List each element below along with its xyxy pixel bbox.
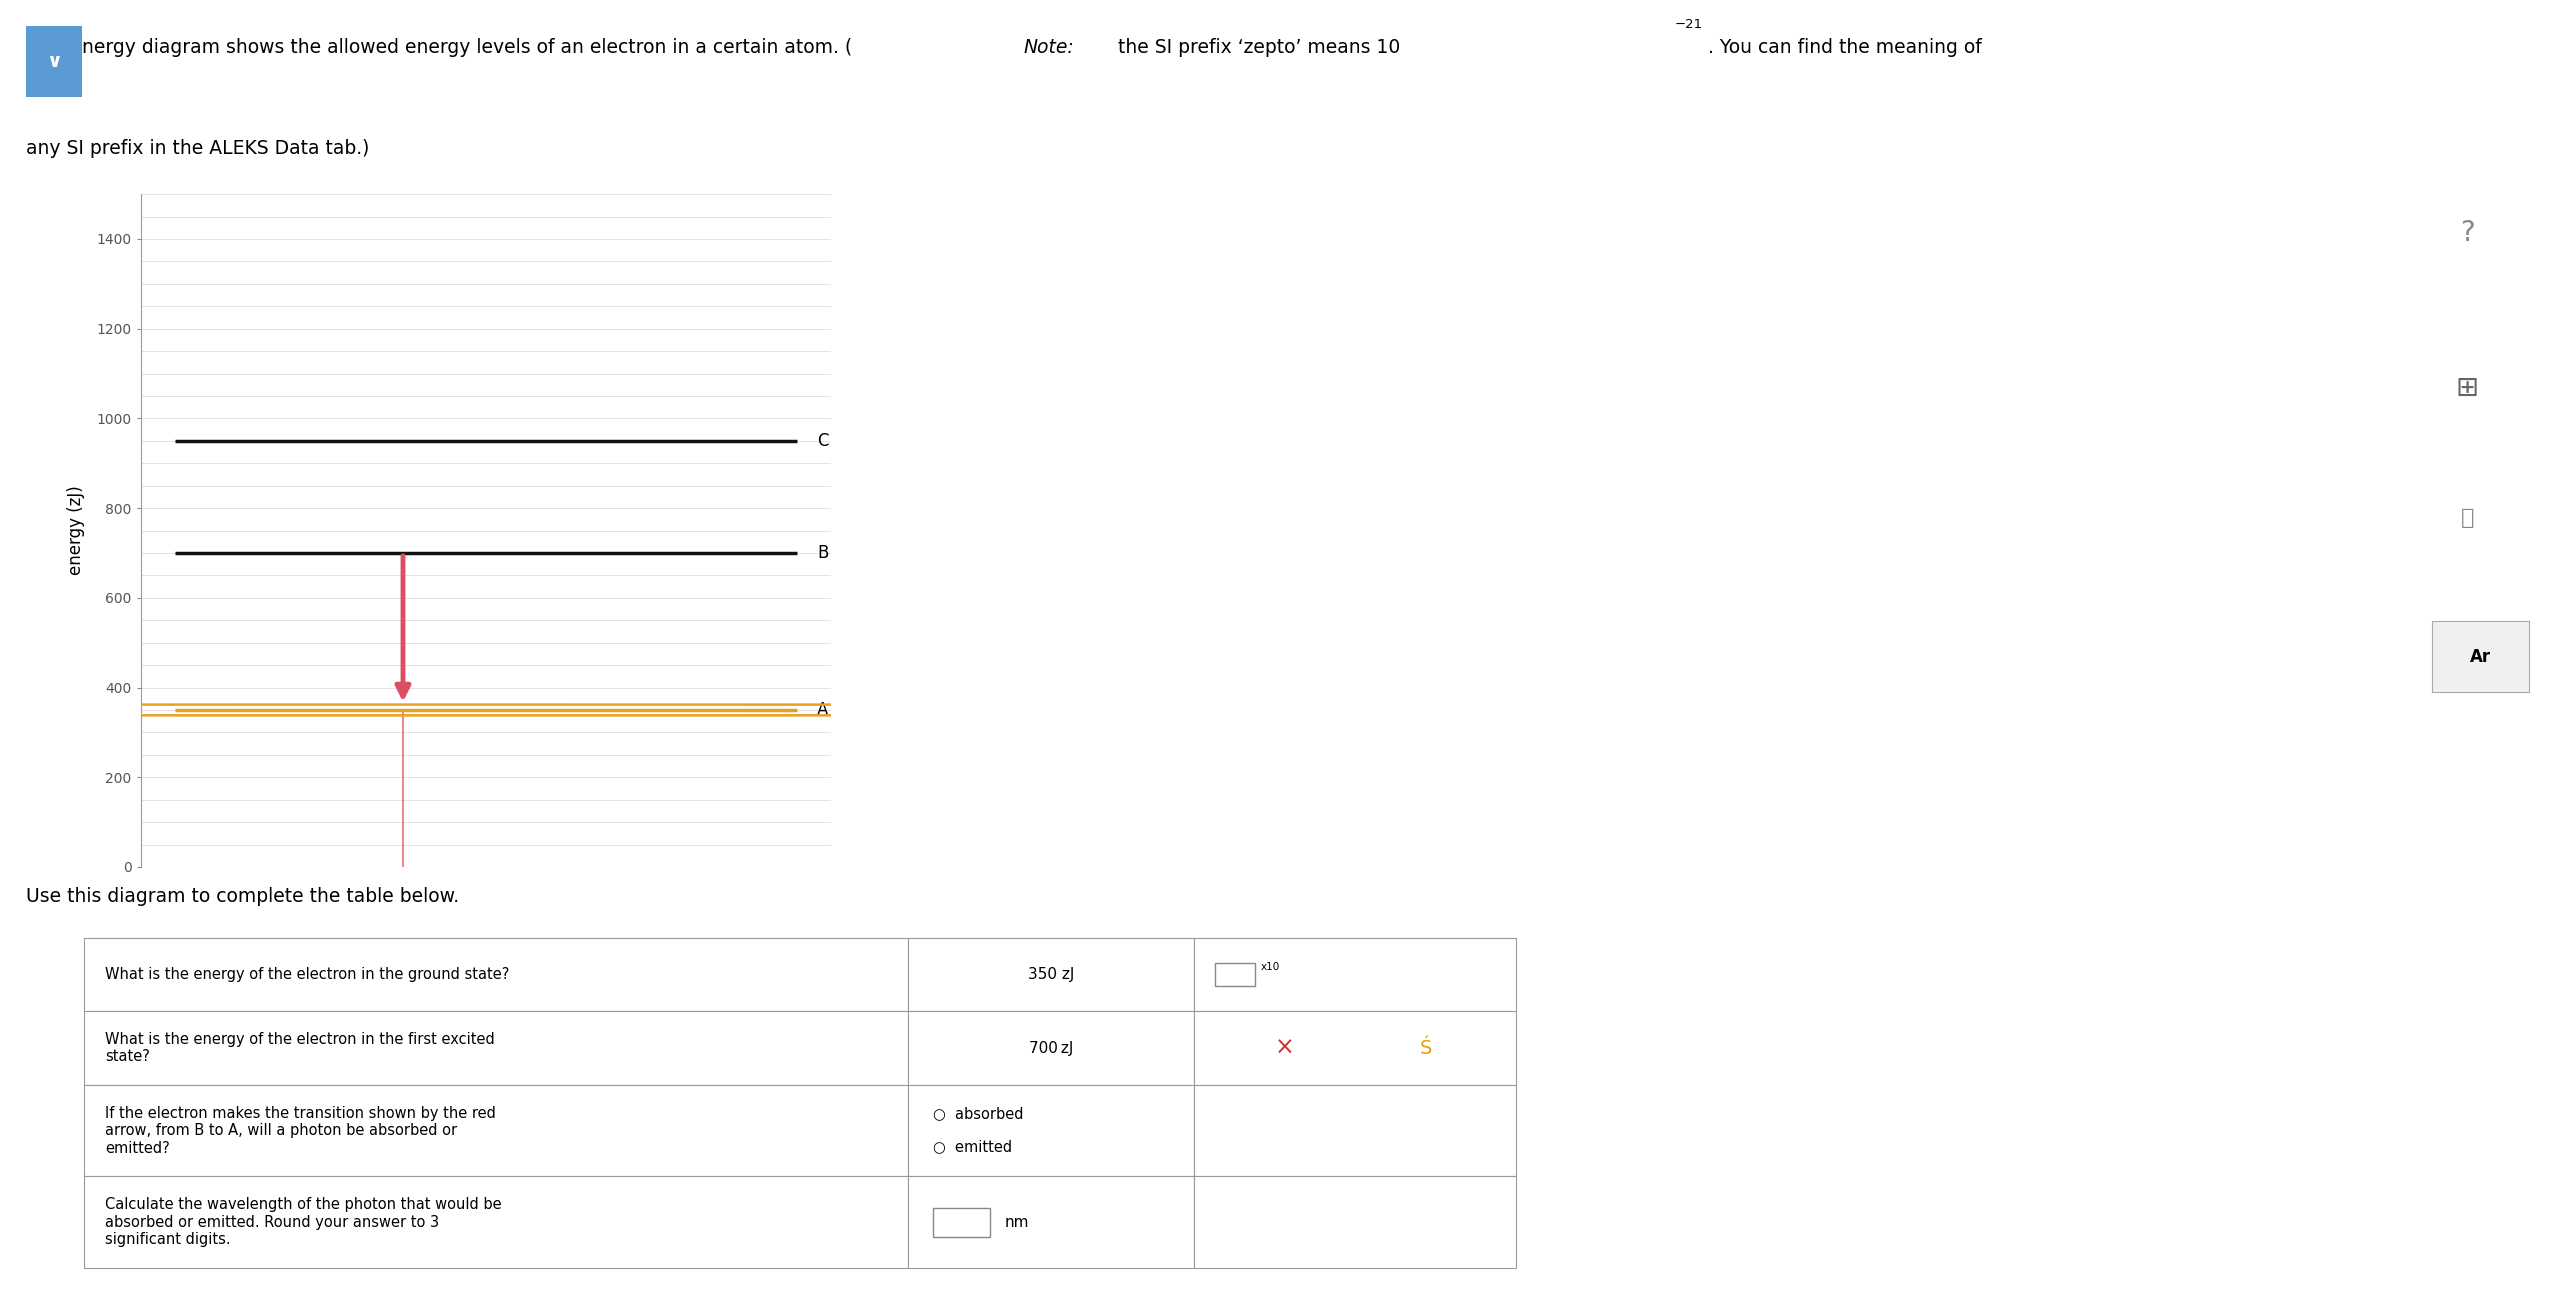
Text: A: A [818, 701, 828, 719]
Text: Use this diagram to complete the table below.: Use this diagram to complete the table b… [26, 886, 458, 906]
Text: Calculate the wavelength of the photon that would be
absorbed or emitted. Round : Calculate the wavelength of the photon t… [105, 1197, 501, 1247]
Text: C: C [818, 432, 828, 450]
Text: nm: nm [1005, 1215, 1030, 1229]
Text: B: B [818, 543, 828, 562]
Text: ×: × [1273, 1036, 1294, 1060]
Text: If the electron makes the transition shown by the red
arrow, from B to A, will a: If the electron makes the transition sho… [105, 1106, 496, 1156]
Text: What is the energy of the electron in the first excited
state?: What is the energy of the electron in th… [105, 1031, 494, 1065]
Text: Ś: Ś [1419, 1039, 1432, 1057]
Text: This energy diagram shows the allowed energy levels of an electron in a certain : This energy diagram shows the allowed en… [26, 38, 851, 57]
Text: −21: −21 [1675, 18, 1703, 31]
Text: ?: ? [2460, 219, 2475, 247]
Text: 350 zJ: 350 zJ [1028, 968, 1074, 982]
Text: the SI prefix ‘zepto’ means 10: the SI prefix ‘zepto’ means 10 [1112, 38, 1401, 57]
Text: Note:: Note: [1023, 38, 1074, 57]
Text: x10: x10 [1261, 961, 1281, 972]
Text: ○  emitted: ○ emitted [933, 1140, 1013, 1154]
Y-axis label: energy (zJ): energy (zJ) [66, 485, 84, 576]
Text: ⬛: ⬛ [2460, 507, 2475, 528]
Text: . You can find the meaning of: . You can find the meaning of [1708, 38, 1982, 57]
Text: ∨: ∨ [46, 52, 61, 71]
Text: Ar: Ar [2470, 648, 2491, 665]
Text: 700 zJ: 700 zJ [1028, 1040, 1074, 1056]
Text: ⊞: ⊞ [2455, 374, 2480, 402]
Text: What is the energy of the electron in the ground state?: What is the energy of the electron in th… [105, 968, 509, 982]
Text: any SI prefix in the ALEKS Data tab.): any SI prefix in the ALEKS Data tab.) [26, 140, 368, 158]
Text: ○  absorbed: ○ absorbed [933, 1106, 1023, 1122]
